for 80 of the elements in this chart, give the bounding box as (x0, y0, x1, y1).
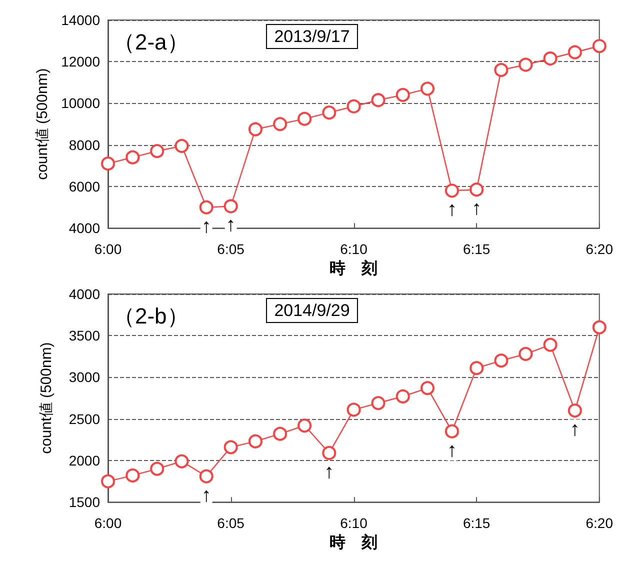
point (396, 88, 410, 102)
point (126, 468, 140, 482)
point (568, 404, 582, 418)
y-tick-label: 12000 (61, 54, 100, 70)
annotation: ↑ (570, 418, 580, 441)
x-tick-label: 6:00 (94, 241, 122, 258)
point (494, 62, 508, 77)
point (126, 150, 140, 164)
y-tick-label: 6000 (68, 178, 100, 194)
point (592, 320, 606, 334)
y-tick-label: 8000 (68, 136, 100, 153)
point (174, 138, 189, 153)
point (543, 338, 558, 352)
annotation: ↑ (226, 214, 236, 236)
x-tick-label: 6:15 (462, 241, 490, 258)
y-tick-label: 3500 (68, 328, 100, 344)
y-tick-label: 4000 (68, 286, 100, 302)
point (518, 58, 533, 72)
annotation: ↑ (201, 215, 212, 238)
point (518, 346, 533, 361)
annotation: ↑ (446, 439, 457, 462)
point (420, 82, 434, 96)
chart-subtitle: 2014/9/29 (274, 301, 350, 320)
point (568, 45, 582, 60)
x-tick-label: 6:10 (340, 241, 368, 258)
point (224, 199, 238, 214)
point (150, 144, 164, 158)
y-tick-label: 1500 (68, 494, 100, 510)
point (543, 52, 558, 66)
point (371, 93, 386, 108)
annotation: ↑ (472, 198, 482, 220)
x-tick-label: 6:15 (462, 515, 490, 532)
point (470, 182, 484, 197)
y-tick-label: 10000 (61, 95, 100, 112)
point (199, 200, 214, 214)
point (322, 106, 336, 120)
y-axis-title: count値 (500nm) (38, 342, 55, 454)
y-tick-label: 14000 (61, 12, 100, 28)
chart-title: （2-b） (113, 304, 189, 328)
point (420, 381, 434, 396)
annotation: ↑ (324, 460, 334, 483)
point (273, 117, 288, 132)
point (224, 440, 238, 454)
point (248, 434, 262, 448)
point (150, 462, 164, 476)
point (248, 122, 262, 136)
y-axis-title: count値 (500nm) (34, 68, 52, 180)
annotation: ↑ (446, 198, 457, 221)
x-tick-label: 6:05 (217, 241, 245, 258)
point (346, 402, 361, 417)
x-tick-label: 6:05 (217, 515, 245, 532)
point (444, 424, 459, 438)
chart-subtitle: 2013/9/17 (274, 27, 350, 46)
annotation: ↑ (201, 484, 212, 506)
point (371, 396, 386, 410)
x-tick-label: 6:10 (340, 515, 368, 532)
point (470, 361, 484, 376)
y-tick-label: 2500 (68, 410, 100, 427)
point (444, 184, 459, 198)
x-tick-label: 6:00 (94, 515, 122, 532)
point (298, 112, 312, 126)
point (273, 426, 288, 441)
x-tick-label: 6:20 (586, 241, 614, 258)
chart-title: （2-a） (113, 30, 189, 54)
point (494, 354, 508, 368)
point (592, 39, 606, 54)
x-tick-label: 6:20 (586, 515, 614, 532)
y-tick-label: 4000 (68, 220, 100, 236)
point (298, 418, 312, 433)
y-tick-label: 3000 (68, 369, 100, 386)
point (396, 389, 410, 404)
x-axis-title: 時 刻 (330, 534, 378, 552)
x-axis-title: 時 刻 (330, 260, 378, 278)
point (199, 469, 214, 484)
point (174, 454, 189, 468)
y-tick-label: 2000 (68, 452, 100, 468)
point (346, 99, 361, 114)
point (101, 156, 115, 171)
point (101, 474, 115, 488)
point (322, 446, 336, 460)
